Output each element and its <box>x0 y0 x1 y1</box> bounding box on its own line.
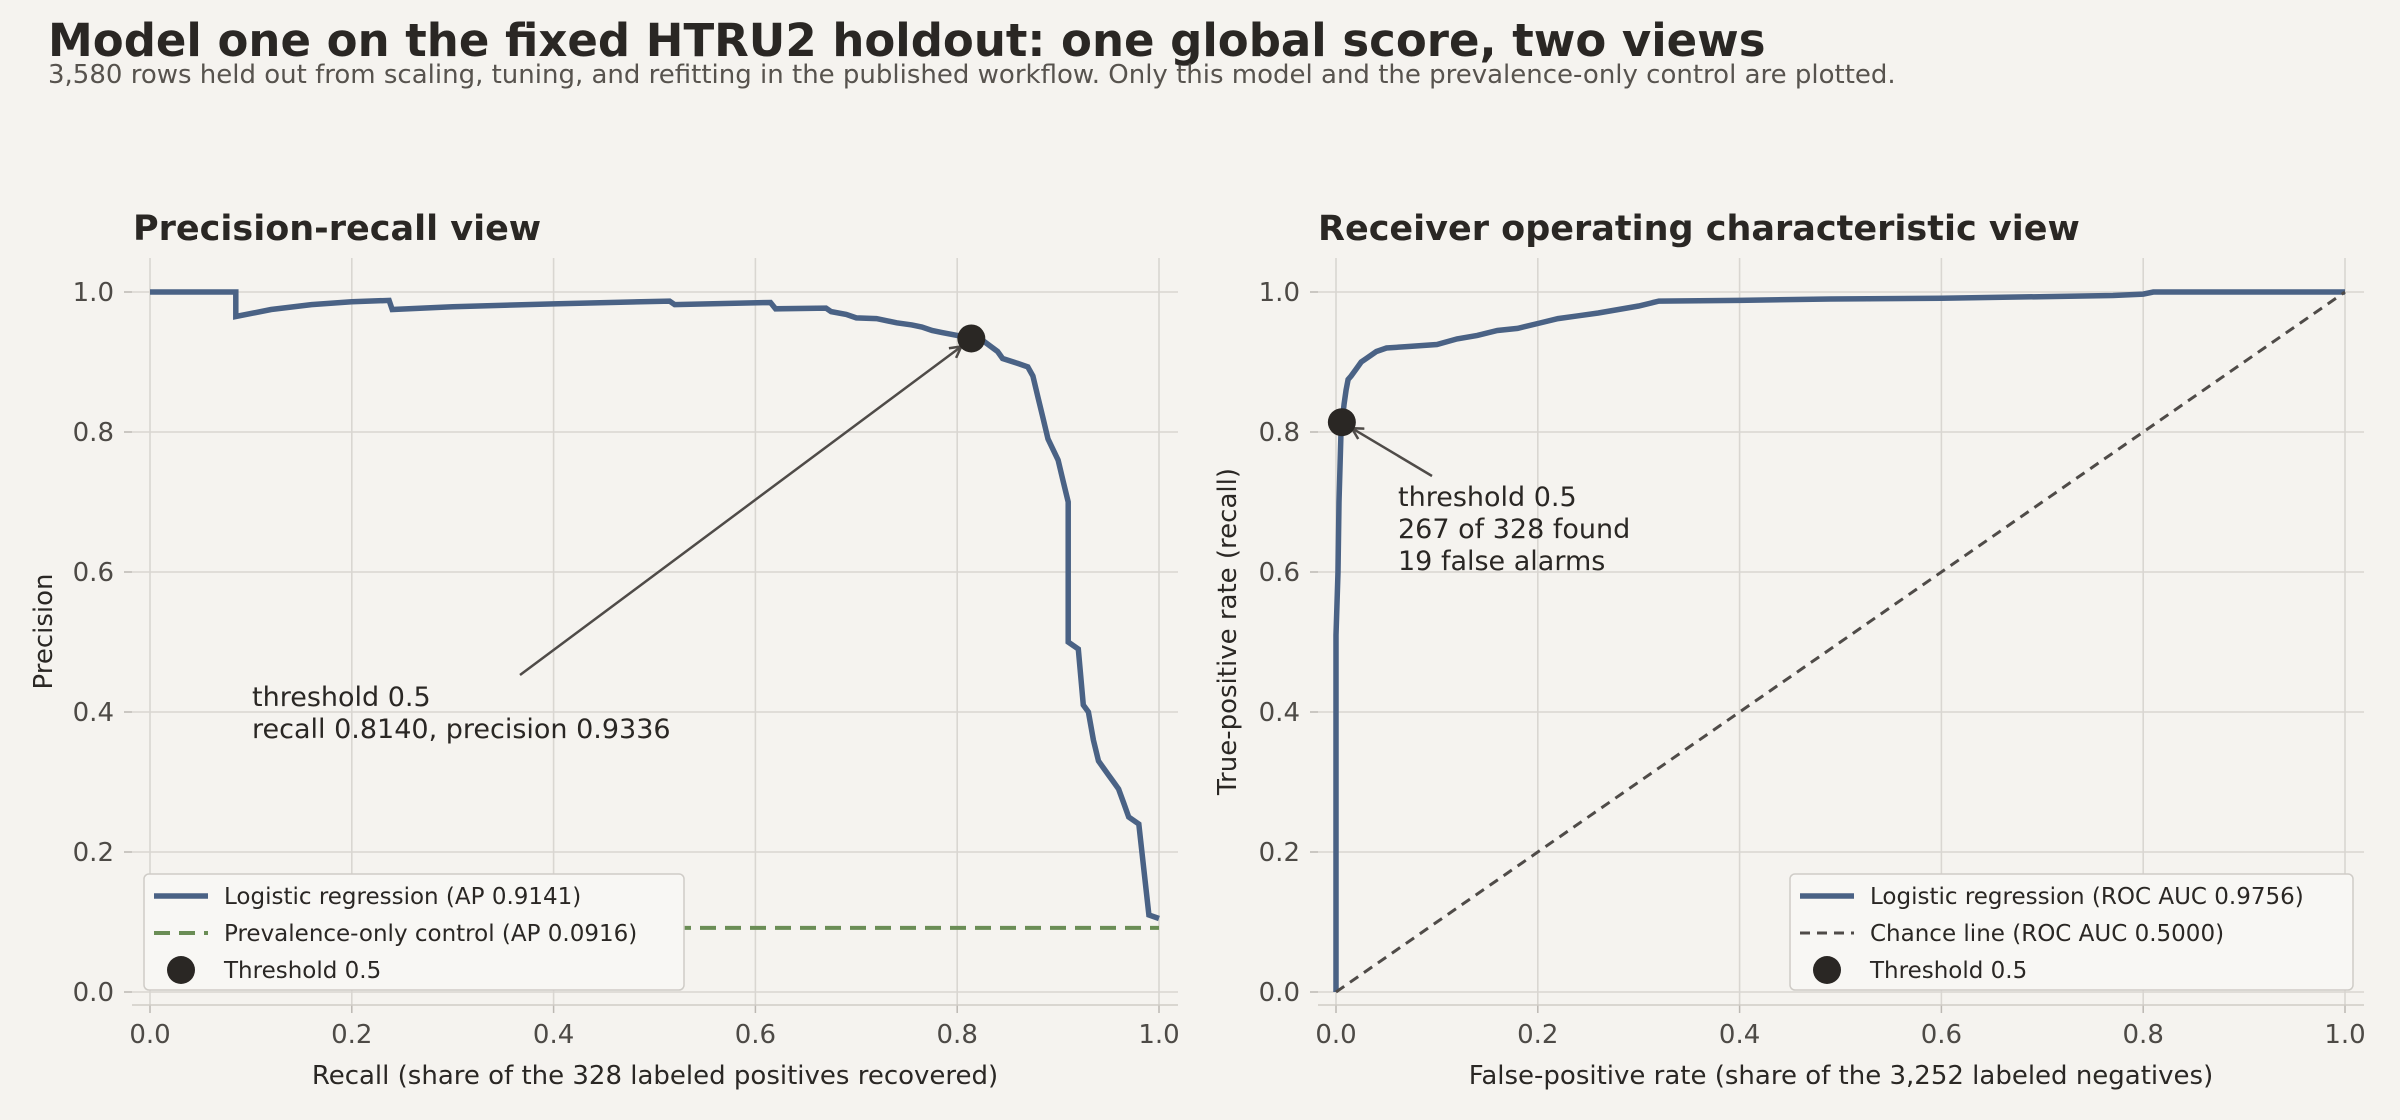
y-tick-label: 0.4 <box>73 698 114 728</box>
legend-box <box>1789 873 2354 991</box>
legend-label: Prevalence-only control (AP 0.0916) <box>224 921 637 947</box>
legend-label: Threshold 0.5 <box>1869 958 2027 984</box>
legend-label: Threshold 0.5 <box>223 958 381 984</box>
x-tick-label: 0.2 <box>1517 1020 1558 1050</box>
y-tick-label: 1.0 <box>1259 278 1300 308</box>
y-tick-label: 1.0 <box>73 278 114 308</box>
threshold-point <box>957 324 986 353</box>
legend-box <box>143 873 685 991</box>
y-tick-label: 0.2 <box>1259 838 1300 868</box>
y-tick-label: 0.2 <box>73 838 114 868</box>
legend-label: Logistic regression (ROC AUC 0.9756) <box>1870 884 2304 910</box>
roc-chart: Receiver operating characteristic view 0.… <box>1213 209 2366 1091</box>
legend-swatch-threshold <box>167 956 195 984</box>
model-curve <box>150 289 1160 922</box>
y-axis-label: Precision <box>29 573 59 689</box>
x-axis-label: Recall (share of the 328 labeled positiv… <box>312 1061 998 1091</box>
x-tick-label: 0.8 <box>2123 1020 2164 1050</box>
legend-label: Chance line (ROC AUC 0.5000) <box>1870 921 2224 947</box>
y-tick-label: 0.6 <box>73 558 114 588</box>
x-tick-label: 0.4 <box>533 1020 574 1050</box>
x-tick-label: 1.0 <box>1138 1020 1179 1050</box>
x-axis-label: False-positive rate (share of the 3,252 … <box>1469 1061 2213 1091</box>
x-tick-label: 0.8 <box>937 1020 978 1050</box>
y-tick-label: 0.0 <box>1259 978 1300 1008</box>
page-title: Model one on the fixed HTRU2 holdout: on… <box>48 14 1766 67</box>
annotation-line: threshold 0.5 <box>252 682 431 713</box>
x-tick-label: 1.0 <box>2324 1020 2365 1050</box>
legend-swatch-threshold <box>1813 956 1841 984</box>
threshold-point <box>1327 408 1356 437</box>
annotation-line: recall 0.8140, precision 0.9336 <box>252 714 671 745</box>
annotation-arrow <box>1352 428 1433 478</box>
x-tick-label: 0.6 <box>1921 1020 1962 1050</box>
chart-title: Precision-recall view <box>133 209 541 249</box>
x-tick-label: 0.0 <box>1315 1020 1356 1050</box>
y-tick-label: 0.6 <box>1259 558 1300 588</box>
y-tick-label: 0.8 <box>1259 418 1300 448</box>
pr-chart: Precision-recall view 0.0 0.2 0.4 0.6 0.8 1.0 0… <box>29 209 1180 1091</box>
page-subtitle: 3,580 rows held out from scaling, tuning… <box>48 60 1896 90</box>
annotation-line: 267 of 328 found <box>1398 514 1630 545</box>
legend: Logistic regression (AP 0.9141) Prevalenc… <box>143 873 685 991</box>
legend-label: Logistic regression (AP 0.9141) <box>224 884 581 910</box>
annotation-line: 19 false alarms <box>1398 546 1605 577</box>
x-tick-label: 0.6 <box>735 1020 776 1050</box>
annotation-line: threshold 0.5 <box>1398 482 1577 513</box>
x-tick-label: 0.4 <box>1719 1020 1760 1050</box>
y-tick-label: 0.0 <box>73 978 114 1008</box>
y-axis-label: True-positive rate (recall) <box>1213 468 1243 796</box>
x-tick-label: 0.0 <box>129 1020 170 1050</box>
chart-title: Receiver operating characteristic view <box>1318 209 2080 249</box>
x-tick-label: 0.2 <box>331 1020 372 1050</box>
chance-line <box>1335 290 2346 994</box>
y-tick-label: 0.8 <box>73 418 114 448</box>
annotation-arrow <box>519 346 961 677</box>
y-tick-label: 0.4 <box>1259 698 1300 728</box>
legend: Logistic regression (ROC AUC 0.9756) Chan… <box>1789 873 2354 991</box>
